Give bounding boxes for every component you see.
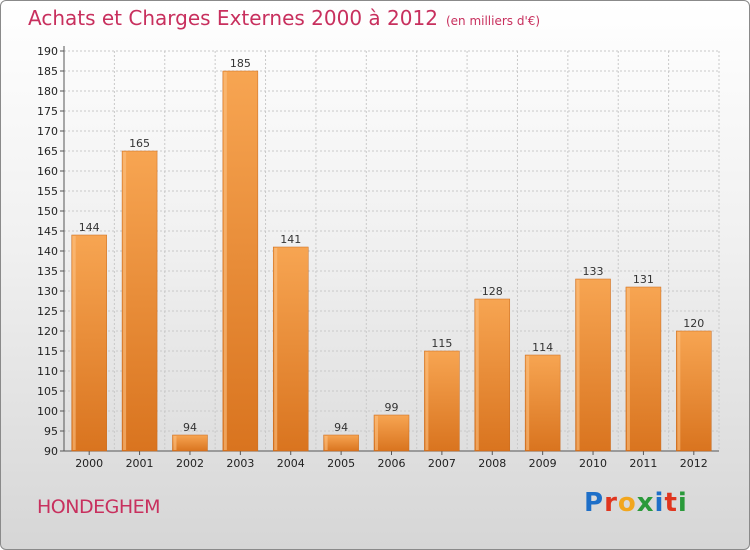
x-tick-label: 2005 <box>327 457 355 470</box>
bar-layer <box>71 70 712 452</box>
y-tick-label: 160 <box>37 165 58 178</box>
bar <box>272 246 309 452</box>
bar-value-label: 115 <box>431 337 452 350</box>
bar <box>575 278 611 452</box>
logo-letter: r <box>604 488 618 518</box>
x-tick-label: 2008 <box>478 457 506 470</box>
bar-value-label: 94 <box>183 421 197 434</box>
y-tick-label: 145 <box>37 225 58 238</box>
bar-value-label: 128 <box>482 285 503 298</box>
bar <box>676 330 712 452</box>
bar-value-label: 114 <box>532 341 553 354</box>
bar-highlight <box>324 436 328 450</box>
bar <box>222 70 259 452</box>
y-tick-label: 95 <box>44 425 58 438</box>
x-tick-label: 2012 <box>680 457 708 470</box>
bar-highlight <box>475 300 479 450</box>
y-tick-label: 140 <box>37 245 58 258</box>
bar <box>71 234 107 452</box>
x-tick-label: 2003 <box>226 457 254 470</box>
bar-highlight <box>173 436 177 450</box>
x-tick-label: 2011 <box>629 457 657 470</box>
logo-letter: x <box>636 488 655 518</box>
proxiti-logo: Proxiti <box>584 488 688 518</box>
bar-value-label: 185 <box>230 57 251 70</box>
y-tick-label: 105 <box>37 385 58 398</box>
bar-highlight <box>576 280 580 450</box>
label-layer: 90 95 100 105 110 115 120 125 130 135 140 145 150 155… <box>37 45 708 470</box>
bar-highlight <box>274 248 278 450</box>
bar-highlight <box>123 152 127 450</box>
bar-value-label: 165 <box>129 137 150 150</box>
y-tick-label: 155 <box>37 185 58 198</box>
x-tick-label: 2010 <box>579 457 607 470</box>
logo-letter: o <box>617 488 637 518</box>
x-tick-label: 2006 <box>378 457 406 470</box>
bar-value-label: 94 <box>334 421 348 434</box>
y-tick-label: 125 <box>37 305 58 318</box>
commune-name: HONDEGHEM <box>37 496 161 518</box>
logo-letter: t <box>664 488 678 518</box>
bar-value-label: 133 <box>583 265 604 278</box>
x-tick-label: 2001 <box>126 457 154 470</box>
x-tick-label: 2009 <box>529 457 557 470</box>
logo-letter: P <box>584 488 605 518</box>
y-tick-label: 100 <box>37 405 58 418</box>
y-tick-label: 175 <box>37 105 58 118</box>
bar-highlight <box>72 236 76 450</box>
x-tick-label: 2000 <box>75 457 103 470</box>
y-tick-label: 180 <box>37 85 58 98</box>
y-tick-label: 185 <box>37 65 58 78</box>
bar <box>121 150 158 452</box>
y-tick-label: 120 <box>37 325 58 338</box>
y-tick-label: 165 <box>37 145 58 158</box>
bar <box>323 434 359 452</box>
x-tick-label: 2007 <box>428 457 456 470</box>
chart-title-text: Achats et Charges Externes 2000 à 2012 <box>28 6 438 30</box>
y-tick-label: 150 <box>37 205 58 218</box>
bar <box>172 434 208 452</box>
bar <box>424 350 460 452</box>
bar-highlight <box>677 332 681 450</box>
bar <box>524 354 561 452</box>
x-tick-label: 2004 <box>277 457 305 470</box>
y-tick-label: 90 <box>44 445 58 458</box>
bar-highlight <box>626 288 630 450</box>
y-tick-label: 110 <box>37 365 58 378</box>
logo-letter: i <box>677 488 688 518</box>
bar <box>625 286 662 452</box>
bar-value-label: 99 <box>385 401 399 414</box>
bar-highlight <box>425 352 429 450</box>
bar-value-label: 144 <box>79 221 100 234</box>
bar-value-label: 120 <box>683 317 704 330</box>
bar-highlight <box>375 416 378 450</box>
y-tick-label: 170 <box>37 125 58 138</box>
grid-layer <box>63 50 720 452</box>
bar-value-label: 131 <box>633 273 654 286</box>
y-tick-label: 115 <box>37 345 58 358</box>
bar-highlight <box>223 72 227 450</box>
x-tick-label: 2002 <box>176 457 204 470</box>
logo-letter: i <box>654 488 665 518</box>
bar-highlight <box>526 356 530 450</box>
y-tick-label: 135 <box>37 265 58 278</box>
bar <box>474 298 511 452</box>
bar-value-label: 141 <box>280 233 301 246</box>
chart-subtitle: (en milliers d'€) <box>445 14 541 28</box>
y-tick-label: 190 <box>37 45 58 58</box>
chart-title: Achats et Charges Externes 2000 à 2012 (e… <box>28 6 540 30</box>
bar <box>373 414 410 452</box>
y-tick-label: 130 <box>37 285 58 298</box>
